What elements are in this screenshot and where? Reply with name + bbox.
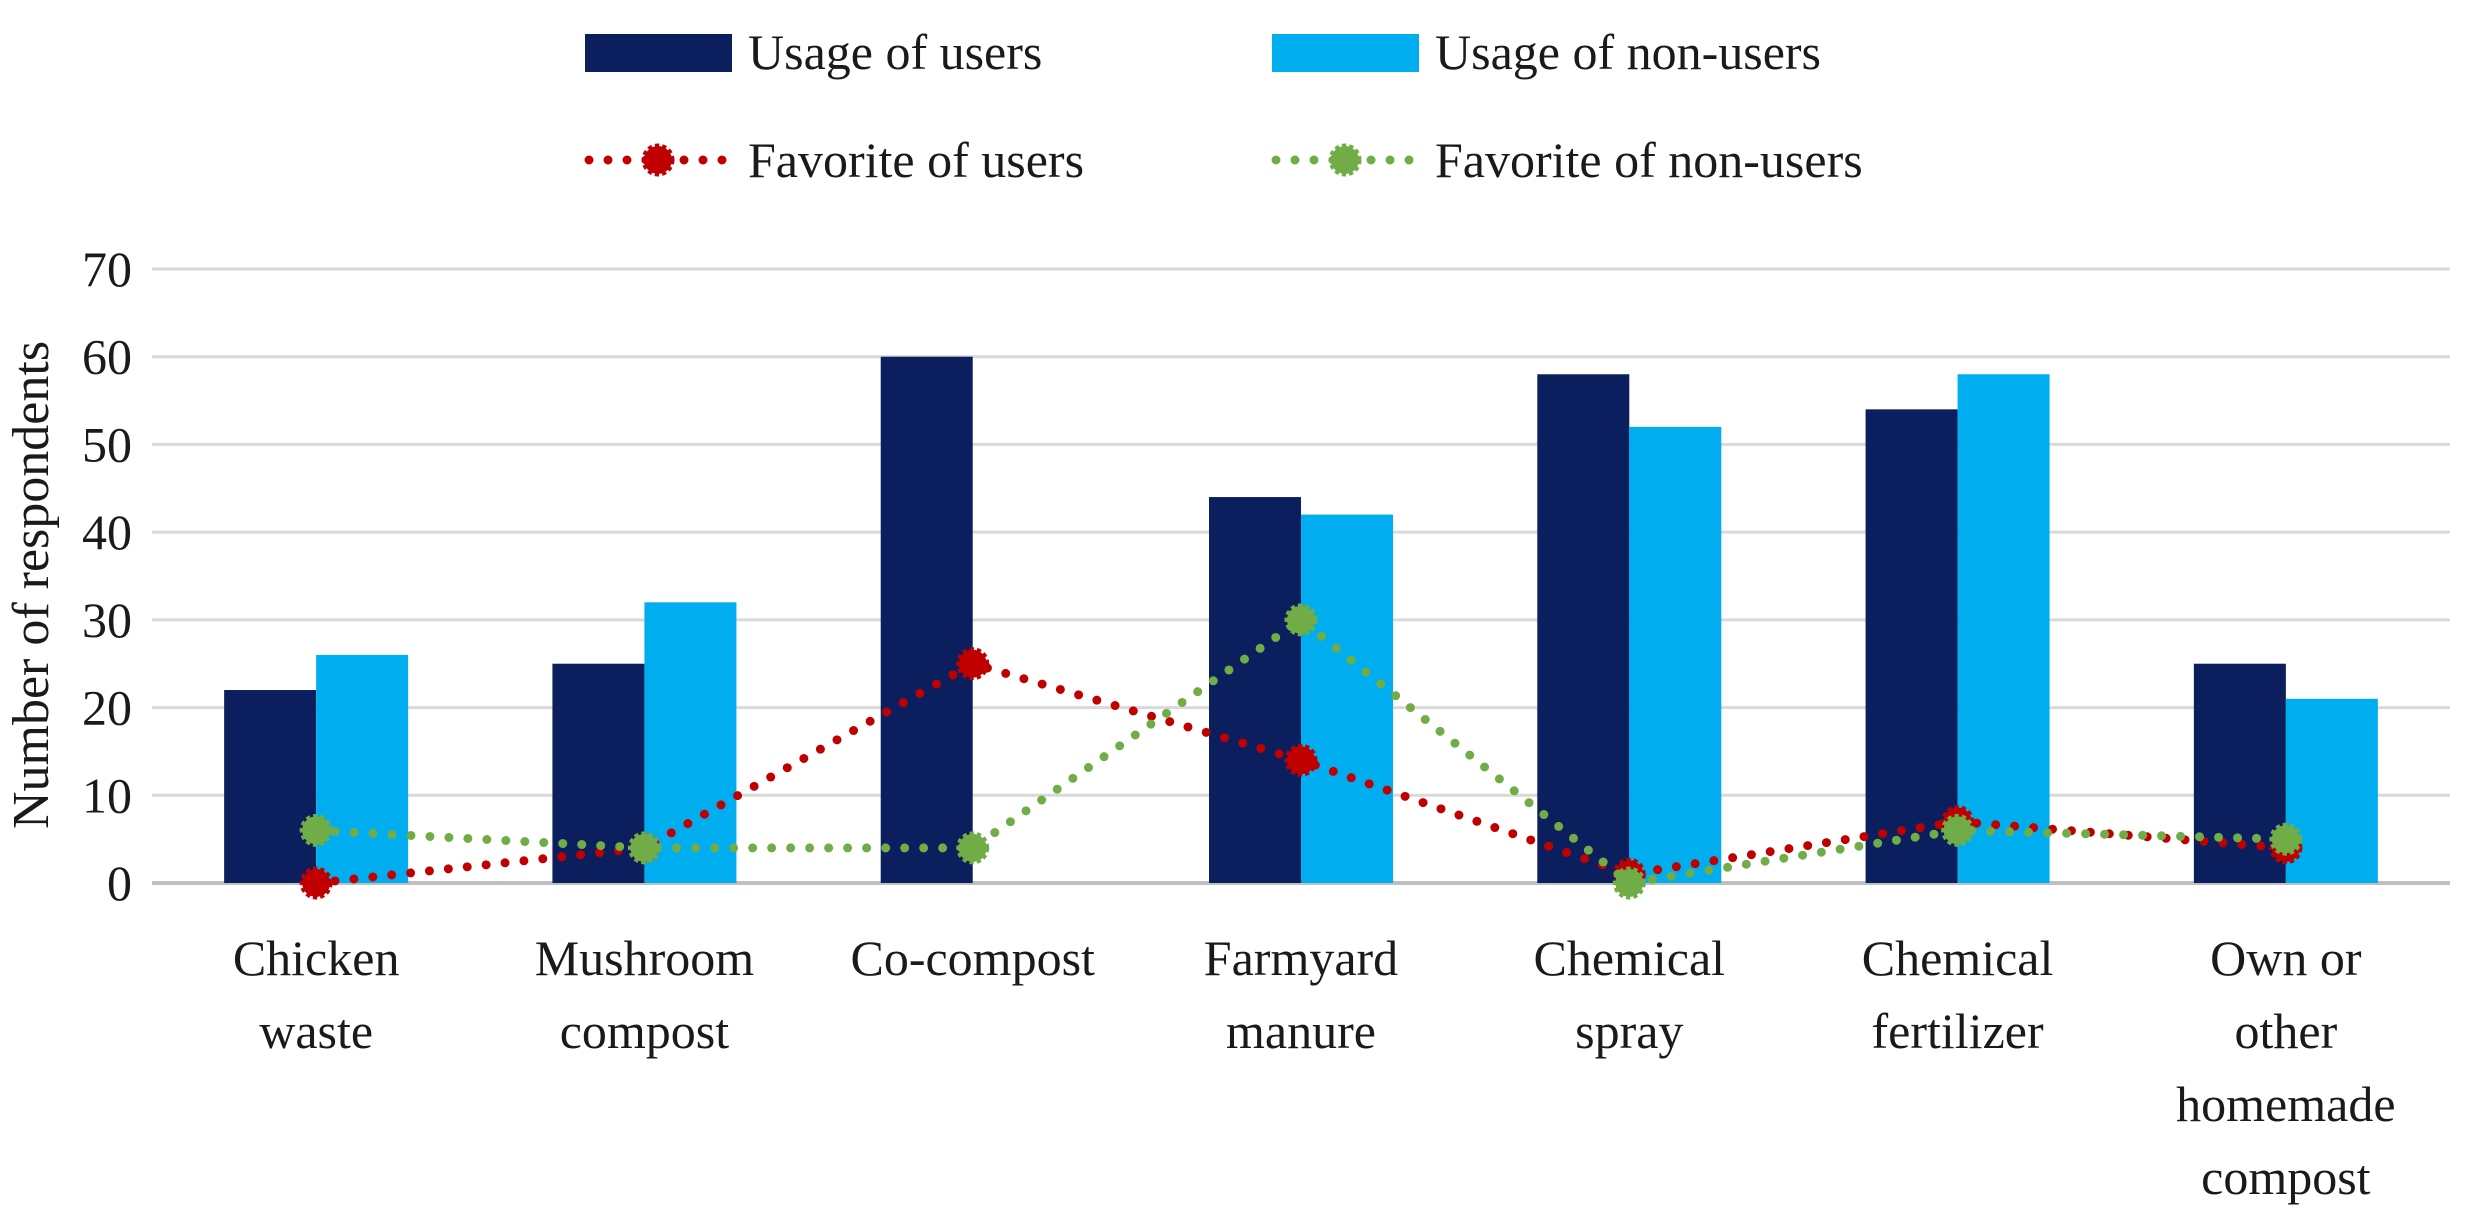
y-tick-label: 20 — [82, 680, 132, 736]
y-tick-label: 40 — [82, 504, 132, 560]
x-tick-label: Chemical — [1533, 930, 1725, 986]
bar-usage-of-users — [1865, 409, 1958, 883]
x-tick-label: Chemical — [1862, 930, 2054, 986]
point-favorite-of-non-users — [627, 831, 661, 865]
point-favorite-of-non-users — [956, 831, 990, 865]
bar-usage-of-non-users — [1301, 514, 1393, 883]
x-tick-label: spray — [1575, 1003, 1683, 1059]
point-favorite-of-non-users — [1612, 866, 1646, 900]
x-tick-label: compost — [2201, 1149, 2371, 1205]
y-tick-label: 50 — [82, 416, 132, 472]
legend-marker-favorite-of-users — [641, 143, 675, 177]
y-tick-label: 10 — [82, 767, 132, 823]
x-tick-label: Farmyard — [1204, 930, 1398, 986]
x-tick-label: Co-compost — [850, 930, 1095, 986]
bar-usage-of-non-users — [1957, 374, 2050, 883]
point-favorite-of-non-users — [2269, 822, 2303, 856]
point-favorite-of-non-users — [1941, 813, 1975, 847]
y-axis-ticks: 0 10 20 30 40 50 60 70 — [82, 241, 132, 911]
x-tick-label: Mushroom — [535, 930, 755, 986]
y-tick-label: 70 — [82, 241, 132, 297]
y-tick-label: 60 — [82, 329, 132, 385]
x-tick-label: Chicken — [233, 930, 400, 986]
point-favorite-of-users — [1284, 743, 1318, 777]
bar-usage-of-non-users — [1629, 426, 1722, 883]
legend-label-favorite-of-users: Favorite of users — [748, 132, 1084, 188]
legend-label-usage-of-non-users: Usage of non-users — [1435, 24, 1821, 80]
bar-usage-of-non-users — [644, 602, 737, 883]
gridlines — [152, 267, 2450, 885]
x-tick-label: homemade — [2176, 1076, 2395, 1132]
legend-label-usage-of-users: Usage of users — [748, 24, 1042, 80]
legend-swatch-usage-of-users — [585, 34, 732, 72]
x-tick-label: compost — [560, 1003, 730, 1059]
bar-usage-of-users — [1537, 374, 1630, 883]
y-axis-title: Number of respondents — [3, 341, 60, 829]
bar-usage-of-users — [224, 690, 317, 883]
x-tick-label: fertilizer — [1872, 1003, 2044, 1059]
legend-marker-favorite-of-non-users — [1328, 143, 1362, 177]
series-lines — [299, 603, 2303, 900]
legend-swatch-usage-of-non-users — [1272, 34, 1419, 72]
point-favorite-of-users — [956, 647, 990, 681]
legend: Usage of users Usage of non-users Favorite… — [584, 24, 1863, 188]
bar-usage-of-users — [1209, 497, 1301, 883]
point-favorite-of-users — [299, 866, 333, 900]
bars — [224, 356, 2378, 883]
y-tick-label: 30 — [82, 592, 132, 648]
legend-label-favorite-of-non-users: Favorite of non-users — [1435, 132, 1863, 188]
x-axis-labels: Chicken waste Mushroom compost Co-compost Far… — [233, 930, 2396, 1205]
x-tick-label: waste — [259, 1003, 373, 1059]
x-tick-label: other — [2234, 1003, 2337, 1059]
point-favorite-of-non-users — [299, 813, 333, 847]
x-tick-label: manure — [1226, 1003, 1376, 1059]
bar-usage-of-users — [880, 356, 973, 883]
bar-usage-of-non-users — [316, 654, 409, 883]
point-favorite-of-non-users — [1284, 603, 1318, 637]
x-tick-label: Own or — [2210, 930, 2362, 986]
bar-usage-of-non-users — [2285, 698, 2378, 883]
y-tick-label: 0 — [107, 855, 132, 911]
